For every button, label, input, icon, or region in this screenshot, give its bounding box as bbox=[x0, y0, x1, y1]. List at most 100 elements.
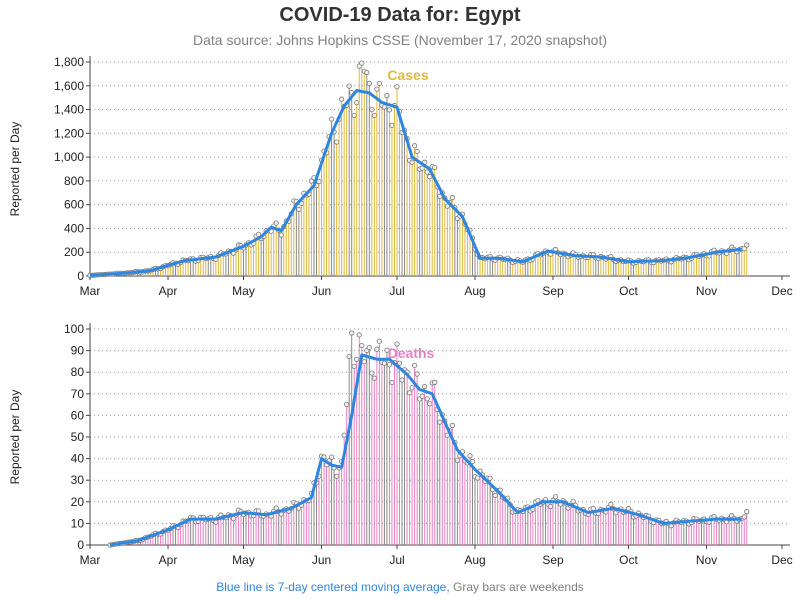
x-tick-label: Aug bbox=[464, 284, 485, 298]
daily-point bbox=[424, 396, 430, 402]
daily-point bbox=[384, 347, 390, 353]
daily-point bbox=[570, 498, 576, 504]
daily-point bbox=[432, 379, 438, 385]
daily-point bbox=[741, 514, 747, 520]
daily-point bbox=[474, 475, 481, 481]
daily-point bbox=[369, 106, 375, 113]
daily-bars bbox=[87, 60, 750, 278]
y-tick-label: 200 bbox=[64, 245, 84, 259]
y-tick-label: 60 bbox=[71, 408, 85, 422]
daily-point bbox=[339, 96, 345, 102]
daily-point bbox=[341, 432, 347, 438]
y-tick-label: 10 bbox=[71, 516, 85, 530]
panel-title: Deaths bbox=[388, 345, 435, 361]
x-tick-label: Aug bbox=[464, 553, 485, 567]
y-axis-label: Reported per Day bbox=[8, 122, 22, 217]
daily-point bbox=[424, 169, 430, 175]
x-tick-label: Mar bbox=[80, 284, 101, 298]
y-tick-label: 40 bbox=[71, 452, 85, 466]
page-subtitle: Data source: Johns Hopkins CSSE (Novembe… bbox=[193, 32, 607, 48]
x-tick-label: Oct bbox=[619, 284, 638, 298]
y-tick-label: 1,400 bbox=[54, 103, 84, 117]
daily-point bbox=[351, 112, 357, 119]
daily-point bbox=[608, 501, 614, 507]
daily-point bbox=[467, 453, 473, 459]
y-tick-label: 1,000 bbox=[54, 150, 84, 164]
daily-point bbox=[374, 346, 380, 352]
y-tick-label: 0 bbox=[77, 538, 84, 552]
daily-point bbox=[344, 401, 350, 407]
daily-point bbox=[744, 242, 750, 248]
daily-point bbox=[394, 341, 400, 347]
daily-point bbox=[334, 139, 340, 145]
y-tick-label: 100 bbox=[64, 322, 84, 336]
daily-point bbox=[273, 220, 279, 226]
y-tick-label: 90 bbox=[71, 344, 85, 358]
daily-point bbox=[384, 93, 390, 99]
x-tick-label: Mar bbox=[80, 553, 101, 567]
daily-point bbox=[449, 422, 455, 428]
cases-panel: 0 200 400 600 800 1,000 1,200 1,400 1,600 1,800 Ma… bbox=[8, 55, 793, 298]
daily-point bbox=[427, 401, 433, 407]
daily-point bbox=[369, 370, 375, 376]
daily-point bbox=[419, 393, 425, 399]
daily-point bbox=[432, 164, 438, 171]
y-axis-label: Reported per Day bbox=[8, 390, 22, 485]
daily-point bbox=[273, 505, 279, 511]
panel-title: Cases bbox=[387, 67, 428, 83]
daily-point bbox=[389, 379, 395, 386]
daily-point bbox=[346, 83, 352, 89]
daily-point bbox=[366, 344, 372, 350]
daily-point bbox=[469, 458, 476, 465]
daily-point bbox=[359, 342, 365, 349]
x-tick-label: Dec bbox=[771, 284, 792, 298]
daily-point bbox=[381, 360, 388, 366]
y-tick-label: 1,800 bbox=[54, 55, 84, 69]
daily-point bbox=[296, 206, 302, 212]
daily-bars bbox=[107, 330, 750, 548]
daily-point bbox=[386, 107, 393, 113]
y-tick-label: 600 bbox=[64, 198, 84, 212]
y-tick-label: 1,600 bbox=[54, 79, 84, 93]
daily-point bbox=[346, 353, 352, 360]
x-tick-label: Sep bbox=[542, 553, 564, 567]
daily-point bbox=[364, 69, 370, 76]
daily-point bbox=[414, 371, 420, 377]
x-tick-label: Jun bbox=[312, 284, 331, 298]
daily-point bbox=[399, 377, 405, 383]
x-tick-label: Nov bbox=[696, 284, 717, 298]
x-tick-label: Sep bbox=[542, 284, 564, 298]
daily-point bbox=[412, 362, 418, 369]
daily-point bbox=[376, 338, 382, 344]
daily-point bbox=[278, 232, 284, 238]
daily-point bbox=[744, 509, 750, 515]
x-tick-label: May bbox=[232, 284, 255, 298]
daily-point bbox=[409, 384, 415, 391]
daily-point bbox=[371, 375, 377, 381]
daily-point bbox=[349, 330, 355, 336]
y-tick-label: 0 bbox=[77, 269, 84, 283]
daily-point bbox=[454, 457, 460, 463]
daily-point bbox=[328, 454, 335, 460]
daily-point bbox=[394, 84, 400, 90]
daily-point bbox=[356, 332, 362, 338]
daily-point bbox=[386, 362, 393, 368]
y-tick-label: 1,200 bbox=[54, 126, 84, 140]
daily-point bbox=[552, 494, 559, 500]
daily-point bbox=[406, 390, 413, 396]
daily-point bbox=[389, 122, 395, 128]
daily-point bbox=[492, 492, 498, 499]
page-title: COVID-19 Data for: Egypt bbox=[279, 4, 521, 26]
moving-average-line bbox=[109, 353, 742, 547]
y-tick-label: 400 bbox=[64, 221, 84, 235]
x-tick-label: Jul bbox=[389, 284, 404, 298]
daily-point bbox=[361, 359, 367, 365]
daily-point bbox=[409, 159, 415, 165]
moving-average-line bbox=[89, 89, 742, 277]
x-tick-label: Jul bbox=[389, 553, 404, 567]
y-tick-label: 80 bbox=[71, 365, 85, 379]
daily-point bbox=[374, 86, 380, 92]
x-tick-label: Apr bbox=[159, 284, 178, 298]
